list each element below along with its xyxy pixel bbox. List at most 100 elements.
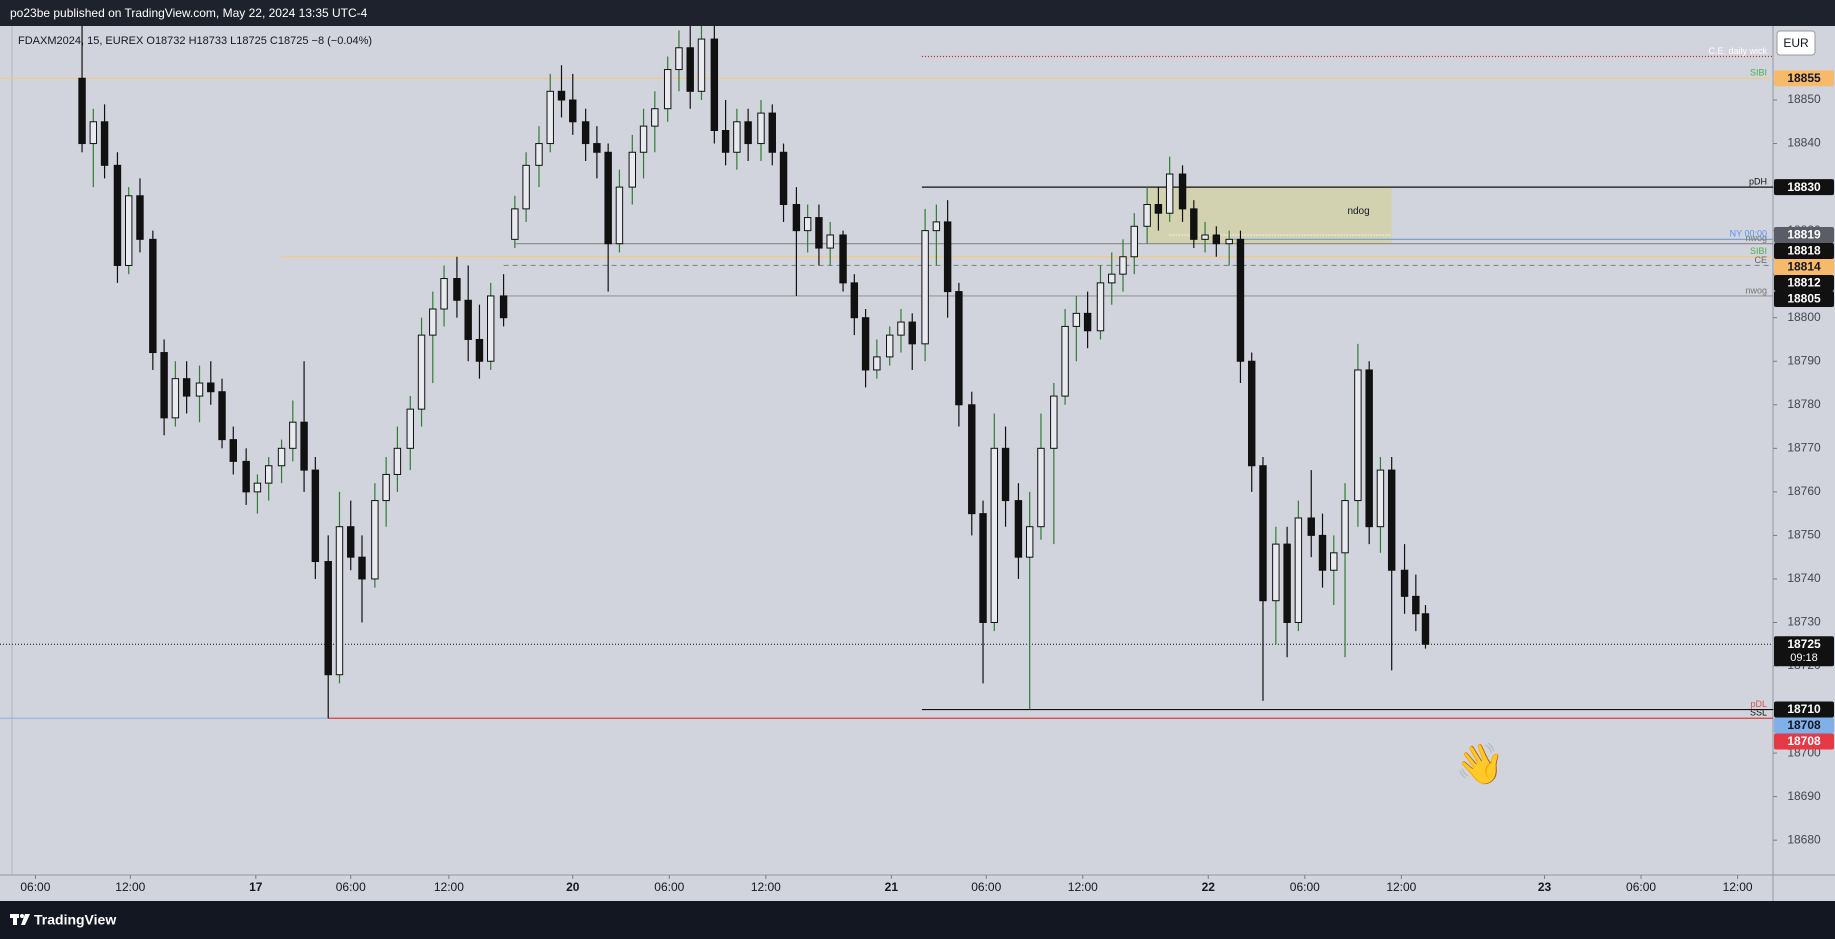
x-tick-label: 20 [566, 880, 580, 894]
candle-body [522, 164, 530, 210]
candle-body [1283, 543, 1291, 623]
price-badge-label: 18818 [1787, 244, 1821, 258]
candle-body [1421, 613, 1430, 645]
y-tick-label: 18850 [1787, 92, 1821, 106]
y-tick-label: 18740 [1787, 571, 1821, 585]
price-badge-label: 18805 [1787, 292, 1821, 306]
x-tick-label: 06:00 [20, 880, 50, 894]
candle-body [440, 278, 448, 310]
x-tick-label: 21 [885, 880, 899, 894]
price-badge-label: 18812 [1787, 276, 1821, 290]
candle-body [1119, 256, 1127, 275]
y-tick-label: 18770 [1787, 440, 1821, 454]
candle-body [499, 295, 508, 319]
x-tick-label: 22 [1202, 880, 1216, 894]
price-badge-label: 18830 [1787, 180, 1821, 194]
x-tick-label: 06:00 [1290, 880, 1320, 894]
x-tick-label: 12:00 [1723, 880, 1753, 894]
x-tick-label: 06:00 [971, 880, 1001, 894]
footer-bar [0, 901, 1835, 939]
candle-body [569, 99, 577, 123]
price-badge-label: 18710 [1787, 702, 1821, 716]
price-badge-label: 18708 [1787, 718, 1821, 732]
zone-label: ndog [1347, 206, 1369, 217]
candle-body [873, 356, 881, 371]
candle-body [908, 321, 916, 345]
candle-body [1072, 312, 1081, 327]
candle-body [171, 378, 180, 419]
candle-body [850, 282, 859, 319]
candle-body [464, 299, 472, 340]
candle-body [486, 295, 495, 362]
candle-body [675, 47, 683, 71]
candle-body [89, 121, 98, 145]
candle-body [557, 90, 566, 101]
candle-body [160, 352, 168, 419]
level-label: C.E. daily wick [1708, 46, 1767, 56]
y-tick-label: 18800 [1787, 310, 1821, 324]
candle-body [686, 47, 694, 92]
x-tick-label: 12:00 [434, 880, 464, 894]
header-bar [0, 0, 1835, 26]
y-tick-label: 18780 [1787, 397, 1821, 411]
price-badge [1774, 636, 1834, 667]
symbol-legend: FDAXM2024, 15, EUREX O18732 H18733 L1872… [18, 35, 372, 47]
candle-body [1014, 500, 1023, 558]
currency-label[interactable]: EUR [1783, 36, 1809, 50]
x-tick-label: 17 [249, 880, 263, 894]
candle-body [615, 186, 624, 245]
price-badge [1774, 733, 1834, 750]
candle-body [335, 526, 344, 676]
candle-body [955, 291, 963, 406]
candle-body [604, 151, 612, 245]
candle-body [803, 217, 812, 232]
candle-body [417, 334, 426, 410]
candle-body [792, 204, 801, 232]
price-badge [1774, 242, 1834, 259]
candle-body [733, 121, 741, 153]
candle-body [968, 404, 976, 515]
price-badge-label: 18819 [1787, 228, 1821, 242]
candle-body [229, 439, 238, 462]
candle-body [639, 125, 648, 153]
candle-body [195, 382, 204, 397]
candle-body [1354, 369, 1362, 502]
tv-logo [10, 914, 30, 925]
candle-body [113, 164, 122, 266]
price-badge-label: 18814 [1787, 260, 1821, 274]
header-text: po23be published on TradingView.com, May… [10, 6, 368, 20]
candle-body [358, 556, 366, 580]
candle-body [78, 77, 86, 145]
price-badge-label: 18725 [1787, 637, 1821, 651]
candle-body [921, 230, 929, 345]
candle-body [861, 317, 870, 371]
candle-body [1236, 238, 1245, 362]
candle-body [242, 460, 250, 493]
y-tick-label: 18690 [1787, 789, 1821, 803]
currency-button[interactable] [1776, 30, 1816, 56]
candle-body [815, 217, 823, 249]
candle-body [511, 208, 519, 240]
candle-body [277, 447, 286, 467]
footer-brand: TradingView [34, 912, 116, 928]
candle-body [1178, 173, 1187, 210]
candle-body [697, 38, 706, 92]
y-tick-label: 18680 [1787, 832, 1821, 846]
x-tick-label: 12:00 [115, 880, 145, 894]
candle-body [1165, 173, 1174, 214]
badges: 18855 18830 18819 18818 18814 18812 18805 18725… [1774, 70, 1834, 750]
candle-body [1050, 395, 1058, 449]
price-badge [1774, 701, 1834, 718]
candle-body [1025, 526, 1034, 558]
x-tick-label: 06:00 [1626, 880, 1656, 894]
candle-body [371, 500, 379, 580]
candle-body [1130, 225, 1138, 258]
candle-body [207, 382, 215, 393]
candle-body [218, 391, 226, 441]
level-label: nwog [1745, 285, 1767, 295]
price-badge [1774, 226, 1834, 243]
x-tick-label: 06:00 [336, 880, 366, 894]
time-axis [0, 875, 1835, 901]
